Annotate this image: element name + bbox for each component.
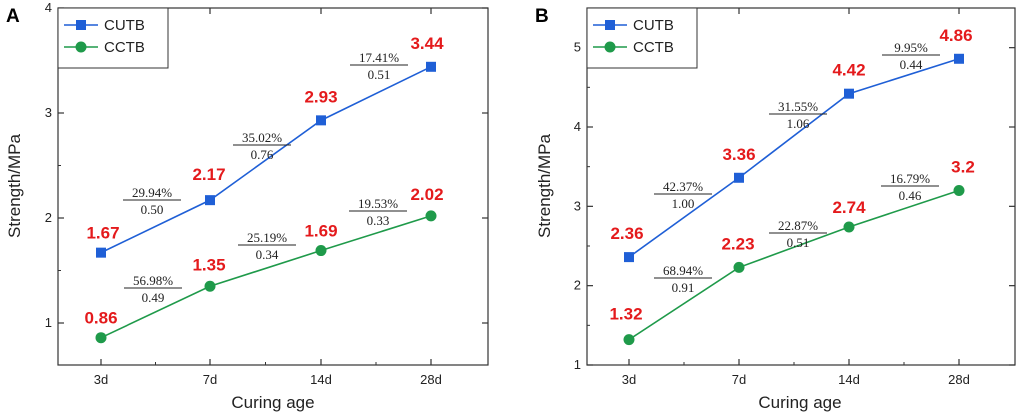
growth-percent-label: 31.55%: [778, 99, 818, 114]
series-line-cctb: [628, 189, 960, 341]
x-tick-label: 28d: [948, 372, 970, 387]
data-point-cctb: [733, 261, 745, 273]
value-label-cctb: 2.23: [721, 234, 754, 253]
value-label-cutb: 2.17: [192, 165, 225, 184]
value-label-cutb: 4.86: [939, 26, 972, 45]
panel-b: B 1 2 3 4 5 3d 7d 14d 28d Curing age Strength/MPa 2.…: [535, 6, 1016, 412]
x-tick-label: 7d: [732, 372, 746, 387]
legend-marker-cctb: [75, 41, 87, 53]
y-axis-title: Strength/MPa: [5, 133, 24, 237]
legend-marker-cctb: [604, 41, 616, 53]
growth-diff-label: 0.51: [787, 235, 810, 250]
data-point-cctb: [623, 334, 635, 346]
growth-percent-label: 42.37%: [663, 179, 703, 194]
series-line-cctb: [100, 215, 432, 339]
value-label-cctb: 1.35: [192, 255, 225, 274]
x-tick-label: 14d: [838, 372, 860, 387]
panel-a: A 1 2 3 4 3d 7d 14d 28d Curing age Strength/MPa 1.6…: [5, 0, 489, 412]
value-label-cutb: 3.36: [722, 145, 755, 164]
data-point-cctb: [95, 332, 107, 344]
value-label-cctb: 2.02: [410, 185, 443, 204]
data-point-cutb: [844, 88, 854, 99]
growth-diff-label: 1.06: [787, 116, 810, 131]
data-point-cutb: [96, 247, 106, 258]
data-point-cctb: [425, 210, 437, 222]
growth-diff-label: 0.33: [367, 213, 390, 228]
value-label-cutb: 3.44: [410, 34, 444, 53]
legend-box: [586, 7, 698, 69]
value-label-cctb: 1.32: [609, 305, 642, 324]
x-tick-label: 14d: [310, 372, 332, 387]
data-point-cutb: [205, 195, 215, 206]
series-line-cutb: [628, 58, 960, 258]
growth-diff-label: 1.00: [672, 196, 695, 211]
legend-label-cutb: CUTB: [633, 17, 674, 34]
growth-diff-label: 0.51: [368, 67, 391, 82]
growth-percent-label: 25.19%: [247, 230, 287, 245]
value-label-cctb: 1.69: [304, 222, 337, 241]
growth-percent-label: 19.53%: [358, 196, 398, 211]
growth-percent-label: 9.95%: [894, 40, 928, 55]
data-point-cutb: [734, 172, 744, 183]
growth-percent-label: 68.94%: [663, 263, 703, 278]
legend-marker-cutb: [76, 20, 86, 30]
legend-box: [57, 7, 169, 69]
x-tick-label: 3d: [94, 372, 108, 387]
panel-letter: B: [535, 6, 549, 27]
value-label-cutb: 1.67: [86, 224, 119, 243]
value-label-cutb: 4.42: [832, 61, 865, 80]
y-tick-label: 3: [45, 105, 52, 120]
data-point-cctb: [953, 184, 965, 196]
growth-percent-label: 17.41%: [359, 50, 399, 65]
value-label-cutb: 2.93: [304, 87, 337, 106]
x-axis-title: Curing age: [758, 393, 841, 412]
y-axis-title: Strength/MPa: [535, 133, 554, 237]
growth-diff-label: 0.49: [142, 290, 165, 305]
data-point-cctb: [204, 280, 216, 292]
series-line-cutb: [100, 66, 432, 254]
y-tick-label: 2: [574, 278, 581, 293]
growth-diff-label: 0.44: [900, 57, 923, 72]
growth-diff-label: 0.46: [899, 188, 922, 203]
growth-diff-label: 0.50: [141, 202, 164, 217]
legend-marker-cutb: [605, 20, 615, 30]
y-tick-label: 1: [45, 315, 52, 330]
data-point-cctb: [843, 221, 855, 233]
y-tick-label: 4: [574, 119, 581, 134]
y-tick-label: 4: [45, 0, 52, 15]
x-tick-label: 28d: [420, 372, 442, 387]
y-tick-label: 5: [574, 40, 581, 55]
value-label-cctb: 0.86: [84, 309, 117, 328]
data-point-cctb: [315, 245, 327, 257]
panel-letter: A: [6, 6, 20, 27]
legend-label-cutb: CUTB: [104, 17, 145, 34]
value-label-cctb: 2.74: [832, 198, 866, 217]
growth-percent-label: 56.98%: [133, 273, 173, 288]
plot-frame: [586, 7, 1016, 366]
growth-percent-label: 35.02%: [242, 130, 282, 145]
data-point-cutb: [624, 252, 634, 263]
value-label-cutb: 2.36: [610, 224, 643, 243]
data-point-cutb: [316, 115, 326, 126]
growth-percent-label: 29.94%: [132, 185, 172, 200]
growth-percent-label: 16.79%: [890, 171, 930, 186]
value-label-cctb: 3.2: [951, 157, 975, 176]
data-point-cutb: [954, 53, 964, 64]
plot-frame: [57, 7, 489, 366]
legend-label-cctb: CCTB: [633, 39, 674, 56]
x-axis-title: Curing age: [231, 393, 314, 412]
growth-diff-label: 0.34: [256, 247, 279, 262]
growth-diff-label: 0.76: [251, 147, 274, 162]
data-point-cutb: [426, 61, 436, 72]
growth-diff-label: 0.91: [672, 280, 695, 295]
growth-percent-label: 22.87%: [778, 218, 818, 233]
y-tick-label: 3: [574, 198, 581, 213]
y-tick-label: 1: [574, 357, 581, 372]
y-tick-label: 2: [45, 210, 52, 225]
x-tick-label: 7d: [203, 372, 217, 387]
x-tick-label: 3d: [622, 372, 636, 387]
legend-label-cctb: CCTB: [104, 39, 145, 56]
